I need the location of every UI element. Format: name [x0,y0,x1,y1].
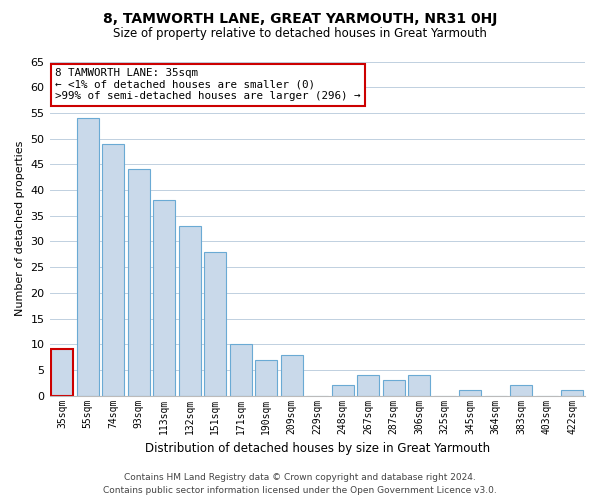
Text: 8 TAMWORTH LANE: 35sqm
← <1% of detached houses are smaller (0)
>99% of semi-det: 8 TAMWORTH LANE: 35sqm ← <1% of detached… [55,68,361,102]
Bar [409,375,430,396]
Bar [154,200,175,396]
Text: 8, TAMWORTH LANE, GREAT YARMOUTH, NR31 0HJ: 8, TAMWORTH LANE, GREAT YARMOUTH, NR31 0… [103,12,497,26]
Bar [205,252,226,396]
Bar [179,226,200,396]
Bar [230,344,251,396]
Y-axis label: Number of detached properties: Number of detached properties [15,141,25,316]
Bar [460,390,481,396]
Bar [52,350,73,396]
Bar [103,144,124,396]
Bar [383,380,404,396]
Bar [128,170,149,396]
Bar [332,386,353,396]
X-axis label: Distribution of detached houses by size in Great Yarmouth: Distribution of detached houses by size … [145,442,490,455]
Text: Size of property relative to detached houses in Great Yarmouth: Size of property relative to detached ho… [113,28,487,40]
Bar [511,386,532,396]
Bar [256,360,277,396]
Bar [281,354,302,396]
Bar [562,390,583,396]
Text: Contains HM Land Registry data © Crown copyright and database right 2024.
Contai: Contains HM Land Registry data © Crown c… [103,473,497,495]
Bar [358,375,379,396]
Bar [77,118,98,396]
